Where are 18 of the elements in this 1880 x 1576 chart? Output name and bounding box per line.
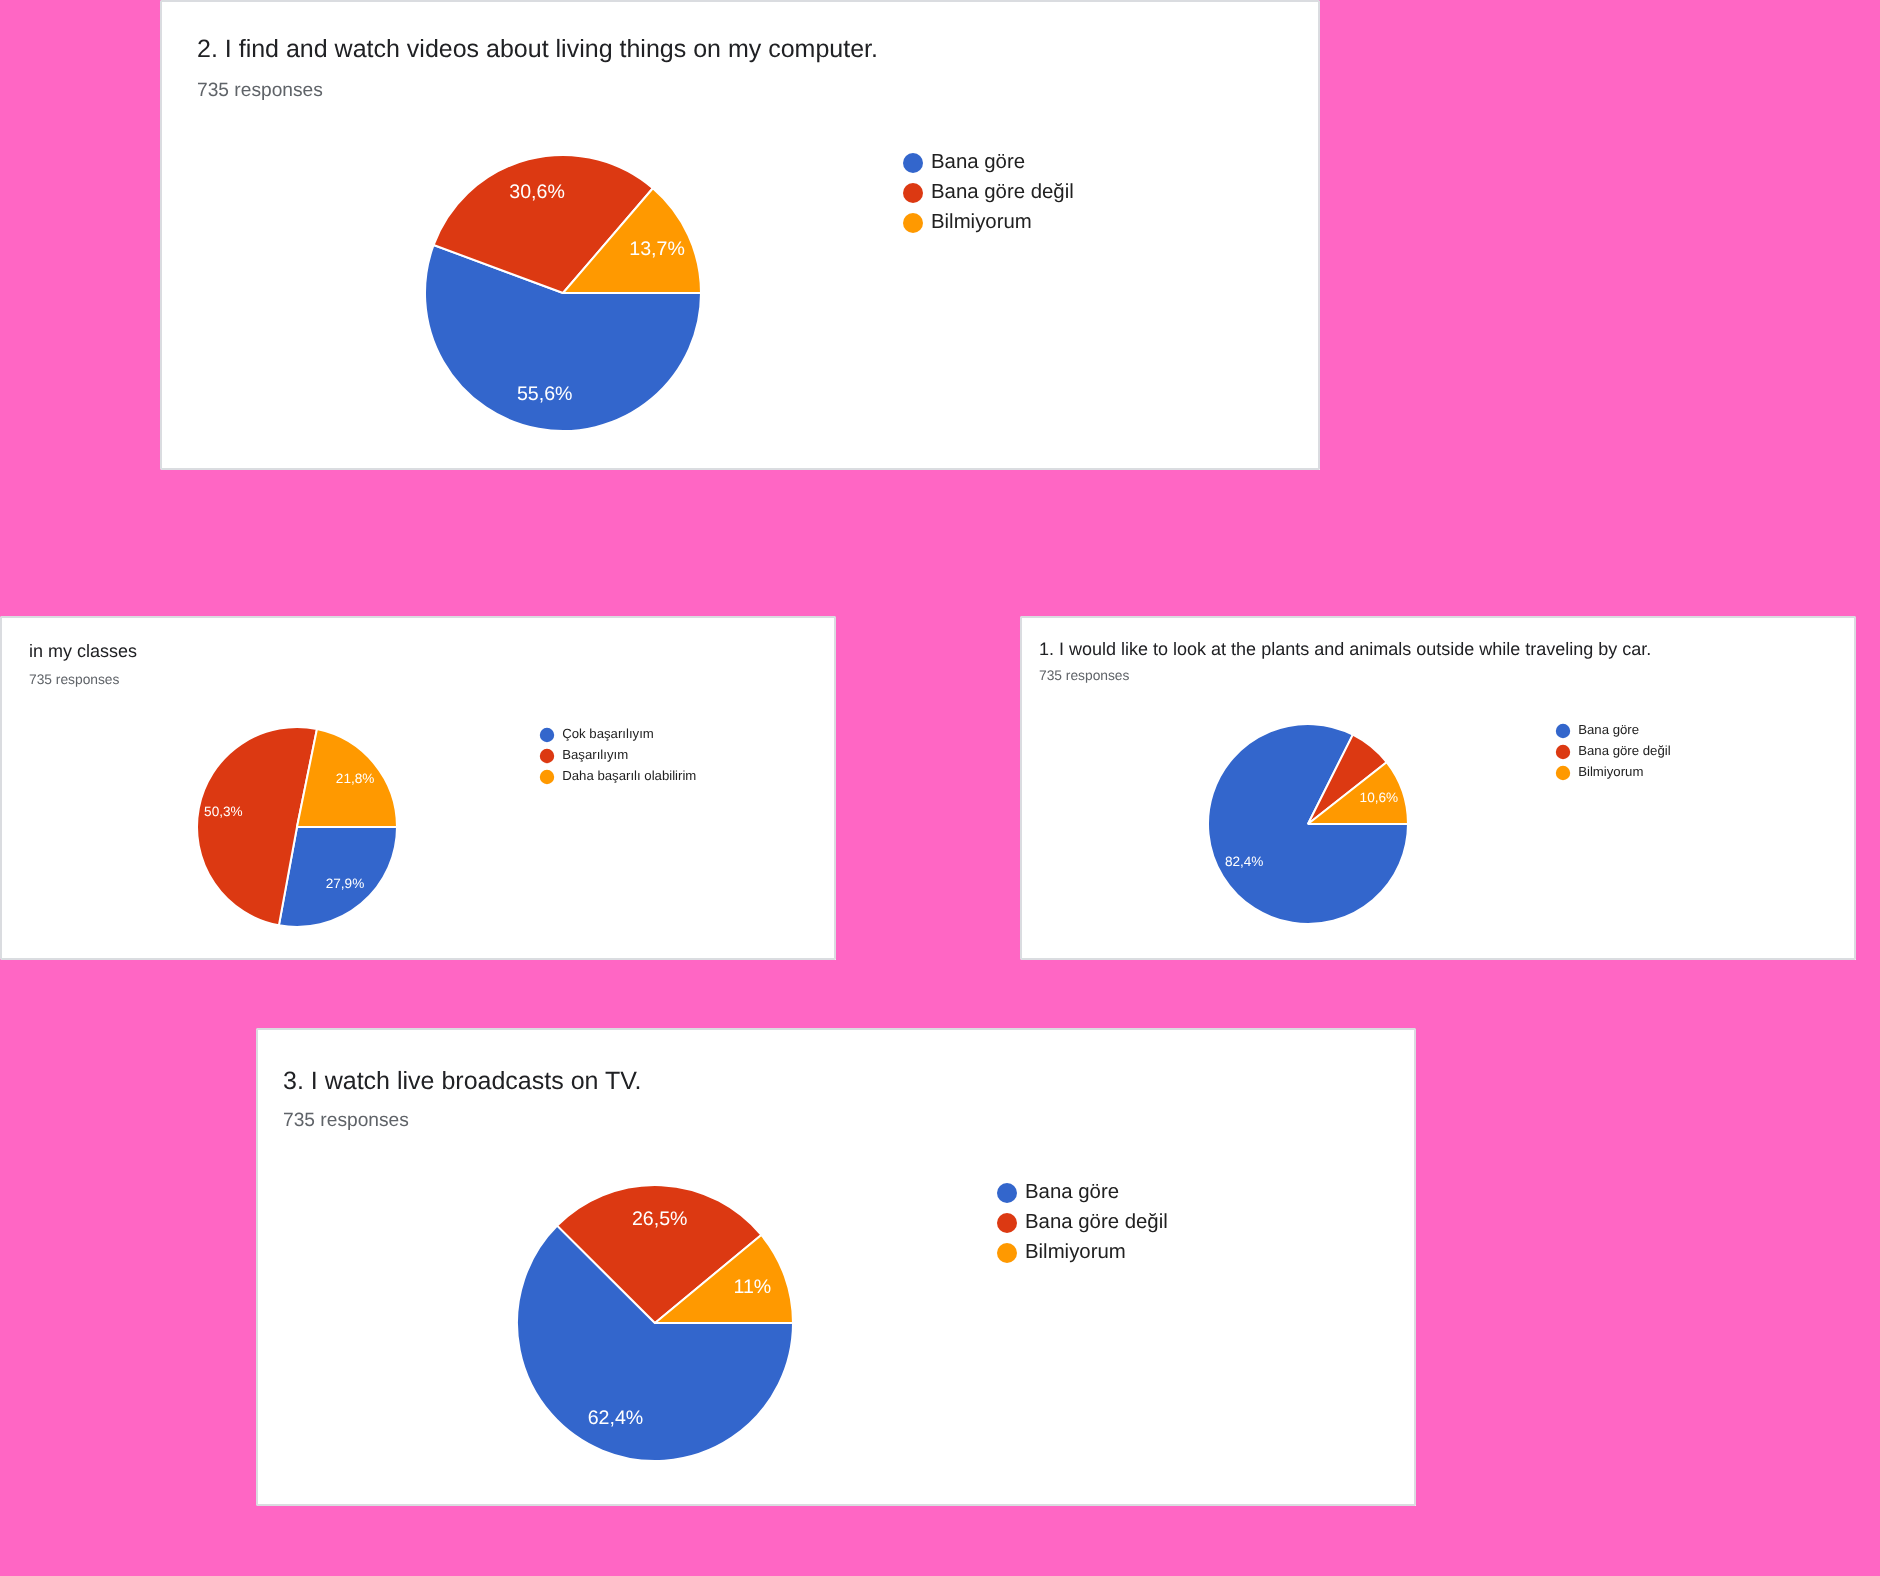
legend-label: Bana göre [931,152,1026,174]
legend-label: Bana göre değil [931,182,1074,204]
legend-label: Bana göre [1025,1182,1120,1204]
legend-label: Bana göre değil [1025,1212,1168,1234]
data-label: 26,5% [631,1208,689,1231]
data-label: 11% [733,1276,772,1299]
chart-title: 2. I find and watch videos about living things on my computer. [197,35,878,63]
data-label: 13,7% [629,238,686,261]
chart-title: 1. I would like to look at the plants and animals outside while traveling by car. [1039,639,1652,659]
legend-label: Bilmiyorum [931,212,1032,234]
text: 735 responses [197,80,324,102]
data-label: 30,6% [509,181,566,204]
text: 735 responses [283,1110,410,1132]
data-label: 55,6% [516,383,574,406]
data-label: 62,4% [587,1407,644,1430]
chart-title: 3. I watch live broadcasts on TV. [283,1067,642,1095]
chart-title: in my classes [29,641,139,661]
legend-label: Bilmiyorum [1025,1242,1126,1264]
